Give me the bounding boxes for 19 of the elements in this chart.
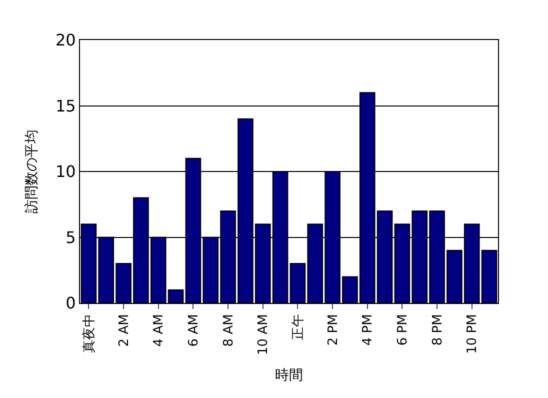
x-tick-label: 10 AM — [256, 314, 272, 355]
y-tick-label: 10 — [55, 162, 76, 182]
y-tick-label: 5 — [66, 228, 76, 247]
x-tick-label: 正午 — [290, 314, 306, 340]
x-tick-label: 4 AM — [152, 314, 167, 347]
y-tick-label: 15 — [55, 96, 76, 116]
y-axis-title: 訪問数の平均 — [24, 130, 40, 214]
x-tick-label: 真夜中 — [80, 314, 97, 354]
x-tick-label: 4 PM — [360, 314, 376, 346]
y-tick-label: 20 — [55, 30, 76, 50]
x-tick-label: 8 PM — [430, 314, 446, 346]
y-tick-label: 0 — [66, 294, 76, 313]
x-tick-label: 10 PM — [465, 314, 480, 354]
x-tick-label: 6 PM — [395, 314, 410, 346]
x-tick-label: 2 PM — [326, 314, 341, 346]
x-tick-label: 2 AM — [116, 314, 132, 347]
x-axis-title: 時間 — [275, 367, 303, 384]
x-tick-label: 8 AM — [221, 314, 236, 347]
x-tick-label: 6 AM — [186, 314, 202, 347]
